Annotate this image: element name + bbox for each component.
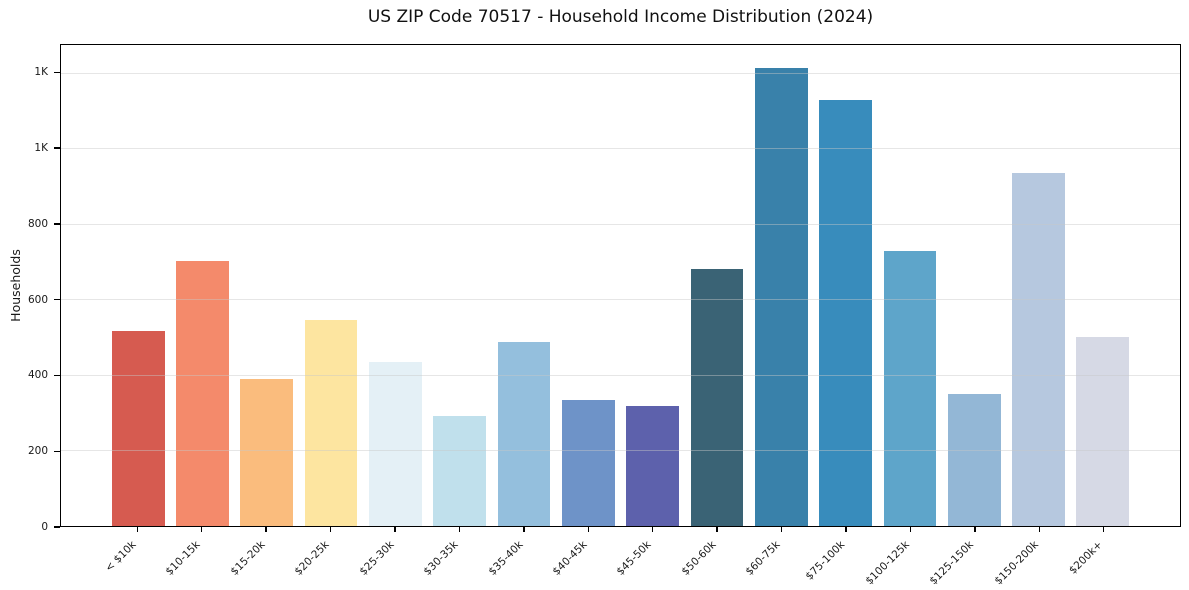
bar-slot [170, 45, 234, 526]
x-tick-label: $75-100k [803, 538, 848, 583]
y-tick-mark [54, 147, 60, 149]
bar-125-150k [947, 394, 1001, 526]
x-tick-mark [1103, 527, 1105, 532]
x-tick-mark [1038, 527, 1041, 532]
x-tick-label: $125-150k [927, 538, 977, 588]
y-tick-mark [54, 223, 60, 225]
x-tick-label: $100-125k [863, 538, 912, 588]
bar-slot [878, 45, 942, 526]
bar-35-40k [497, 342, 551, 526]
bar-10k [111, 331, 165, 526]
y-tick-mark [54, 374, 60, 377]
x-tick-mark [909, 527, 912, 532]
bar-slot [813, 45, 877, 526]
x-tick-label: $15-20k [228, 538, 268, 578]
x-tick-mark [716, 527, 718, 532]
bar-slot [235, 45, 299, 526]
bar-15-20k [240, 379, 294, 526]
bar-25-30k [369, 362, 422, 526]
bar-40-45k [561, 400, 615, 526]
y-tick-mark [54, 71, 60, 74]
x-tick-mark [587, 527, 589, 532]
x-tick-mark [974, 527, 976, 532]
x-tick-mark [845, 527, 847, 532]
bar-slot [1071, 45, 1135, 526]
bars-layer [61, 45, 1180, 526]
x-tick-label: $200k+ [1067, 538, 1106, 577]
bar-45-50k [626, 406, 680, 526]
x-axis: < $10k $10-15k $15-20k $20-25k $25-30k $30-35… [60, 527, 1181, 590]
x-tick-label: $20-25k [292, 538, 332, 578]
x-tick-mark [394, 527, 396, 532]
x-tick-label: $40-45k [550, 538, 590, 578]
x-tick-label: $150-200k [992, 538, 1041, 588]
bar-slot [106, 45, 170, 526]
x-tick-label: $60-75k [743, 538, 783, 578]
bar-slot [1006, 45, 1070, 526]
bar-slot [299, 45, 363, 526]
bar-slot [685, 45, 749, 526]
bar-50-60k [690, 268, 744, 526]
x-tick-mark [523, 527, 525, 532]
bar-slot [363, 45, 427, 526]
bar-slot [556, 45, 620, 526]
x-tick-label: $25-30k [357, 538, 397, 578]
bar-10-15k [176, 261, 229, 526]
x-tick-label: $10-15k [163, 538, 203, 578]
y-tick-label: 800 [27, 217, 48, 230]
y-axis: 0 200 400 600 800 1K 1K [0, 44, 60, 533]
y-tick-label: 600 [27, 293, 48, 306]
x-tick-mark [780, 527, 783, 532]
x-tick-label: < $10k [102, 538, 139, 575]
y-tick-mark [54, 450, 60, 452]
bar-slot [942, 45, 1006, 526]
x-tick-label: $50-60k [679, 538, 719, 578]
x-tick-label: $45-50k [614, 538, 654, 578]
y-tick-mark [54, 299, 60, 301]
y-tick-label: 1K [34, 66, 48, 79]
bar-slot [428, 45, 492, 526]
x-tick-mark [200, 527, 203, 532]
bar-20-25k [304, 320, 358, 526]
bar-150-200k [1012, 172, 1065, 526]
chart-title: US ZIP Code 70517 - Household Income Dis… [367, 7, 874, 27]
bar-slot [492, 45, 556, 526]
bar-slot [749, 45, 813, 526]
x-tick-label: $30-35k [421, 538, 461, 578]
y-tick-label: 0 [41, 521, 48, 533]
bar-60-75k [754, 68, 808, 526]
y-tick-label: 200 [27, 445, 48, 458]
x-tick-mark [652, 527, 654, 532]
x-tick-mark [458, 527, 461, 532]
x-tick-label: $35-40k [485, 538, 526, 578]
x-tick-mark [136, 527, 138, 532]
bar-100-125k [883, 250, 937, 526]
x-tick-mark [265, 527, 267, 532]
y-tick-label: 1K [34, 142, 48, 155]
x-tick-mark [329, 527, 332, 532]
bar-slot [621, 45, 685, 526]
y-tick-label: 400 [27, 369, 48, 382]
y-tick-mark [54, 526, 60, 528]
bar-75-100k [819, 100, 872, 526]
plot-area [60, 44, 1181, 527]
bar-30-35k [433, 415, 487, 526]
bar-200k [1076, 337, 1130, 526]
